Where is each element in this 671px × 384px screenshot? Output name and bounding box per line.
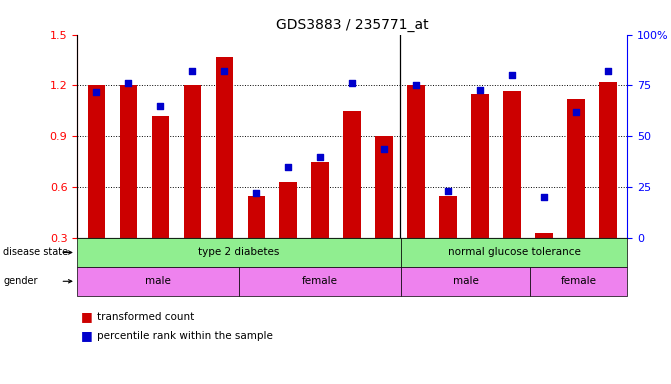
- Text: ■: ■: [81, 310, 93, 323]
- Bar: [87, 86, 105, 238]
- Title: GDS3883 / 235771_at: GDS3883 / 235771_at: [276, 18, 429, 32]
- Bar: [535, 233, 553, 238]
- Point: [187, 68, 198, 74]
- Text: male: male: [453, 276, 478, 286]
- Bar: [344, 111, 361, 238]
- Point: [123, 80, 134, 86]
- Point: [315, 154, 325, 160]
- Text: ■: ■: [81, 329, 93, 343]
- Point: [155, 103, 166, 109]
- Bar: [472, 94, 489, 238]
- Point: [507, 72, 517, 78]
- Bar: [568, 99, 585, 238]
- Point: [443, 188, 454, 194]
- Text: gender: gender: [3, 276, 38, 286]
- Bar: [503, 91, 521, 238]
- Bar: [407, 86, 425, 238]
- Point: [475, 86, 486, 93]
- Point: [219, 68, 229, 74]
- Point: [347, 80, 358, 86]
- Bar: [152, 116, 169, 238]
- Bar: [119, 86, 137, 238]
- Text: transformed count: transformed count: [97, 312, 195, 322]
- Bar: [248, 196, 265, 238]
- Bar: [376, 136, 393, 238]
- Text: normal glucose tolerance: normal glucose tolerance: [448, 247, 580, 258]
- Point: [603, 68, 613, 74]
- Bar: [215, 56, 233, 238]
- Point: [411, 83, 421, 89]
- Point: [571, 109, 582, 115]
- Point: [539, 194, 550, 200]
- Bar: [599, 82, 617, 238]
- Text: type 2 diabetes: type 2 diabetes: [199, 247, 280, 258]
- Bar: [184, 86, 201, 238]
- Bar: [311, 162, 329, 238]
- Text: male: male: [145, 276, 171, 286]
- Text: female: female: [561, 276, 597, 286]
- Point: [283, 164, 294, 170]
- Text: percentile rank within the sample: percentile rank within the sample: [97, 331, 273, 341]
- Text: disease state: disease state: [3, 247, 68, 258]
- Point: [91, 88, 102, 94]
- Text: female: female: [302, 276, 338, 286]
- Bar: [280, 182, 297, 238]
- Point: [251, 190, 262, 196]
- Bar: [440, 196, 457, 238]
- Point: [379, 146, 390, 152]
